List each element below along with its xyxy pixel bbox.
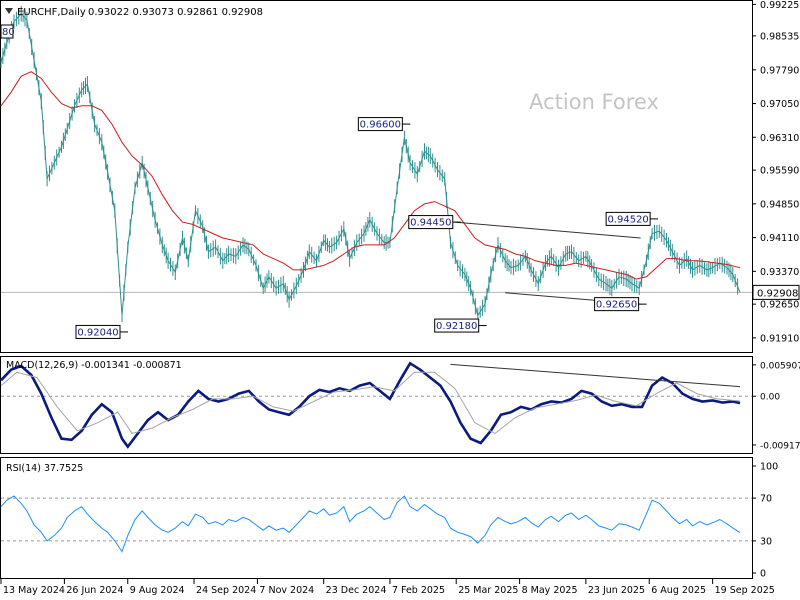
price-annotation: 0.94450: [408, 215, 461, 230]
price-y-tick-label: 0.98535: [760, 31, 799, 42]
macd-line: [0, 361, 741, 449]
x-tick-label: 7 Feb 2025: [392, 585, 445, 596]
annotation-box: [75, 324, 121, 339]
x-tick-label: 24 Sep 2024: [196, 585, 256, 596]
price-y-tick-label: 0.94110: [760, 233, 799, 244]
macd-panel: [0, 361, 752, 449]
price-panel: 0.96600 0.92040 0.94450 0.92180 0.94520 0.926…: [0, 6, 752, 339]
price-annotation: 0.96600: [357, 117, 411, 132]
price-y-tick-label: 0.97790: [760, 65, 799, 76]
price-y-tick-label: 0.99225: [760, 0, 799, 11]
x-tick-label: 9 Aug 2024: [130, 585, 185, 596]
macd-y-tick-label: 0.00: [760, 393, 780, 403]
edge-label-frame: [0, 24, 14, 39]
price-y-tick-label: 0.96310: [760, 133, 799, 144]
rsi-y-tick-label: 100: [760, 462, 778, 473]
annotation-label: 0.94450: [410, 218, 451, 229]
macd-panel-frame: [0, 356, 753, 454]
annotation-box: [408, 215, 454, 230]
price-y-tick-label: 0.91910: [760, 333, 799, 344]
price-y-tick-label: 0.92650: [760, 300, 799, 311]
edge-label: 80: [2, 27, 15, 38]
price-annotation: 0.92650: [594, 297, 647, 312]
rsi-y-tick-label: 0: [760, 569, 766, 580]
price-y-tick-label: 0.95590: [760, 166, 799, 177]
rsi-panel: [0, 495, 752, 553]
moving-average-line: [0, 71, 741, 280]
y-axis: 0.99225 0.98535 0.97790 0.97050 0.96310 0.955…: [752, 0, 800, 580]
last-price-flag-label: 0.92908: [757, 288, 798, 299]
x-tick-label: 13 May 2024: [3, 585, 65, 596]
macd-y-tick-label: -0.009175: [760, 441, 800, 451]
rsi-line: [0, 495, 741, 553]
edge-label-box: 80: [0, 24, 15, 39]
x-tick-label: 26 Jun 2024: [66, 585, 123, 596]
annotation-label: 0.92180: [436, 321, 477, 332]
macd-trendline: [450, 363, 741, 388]
collapse-arrow-icon[interactable]: [5, 8, 13, 14]
rsi-y-tick-label: 30: [760, 536, 772, 547]
price-annotation: 0.92180: [434, 318, 487, 333]
trendline: [454, 221, 641, 239]
price-y-tick-label: 0.93370: [760, 267, 799, 278]
x-tick-label: 25 Mar 2025: [458, 585, 518, 596]
x-tick-label: 8 May 2025: [522, 585, 578, 596]
x-tick-label: 23 Dec 2024: [326, 585, 387, 596]
rsi-label: RSI(14) 37.7525: [6, 463, 83, 474]
macd-signal-line: [0, 371, 741, 434]
annotation-label: 0.96600: [360, 120, 401, 131]
price-y-tick-label: 0.97050: [760, 99, 799, 110]
price-annotation: 0.92040: [75, 324, 129, 339]
price-annotation: 0.94520: [605, 211, 659, 226]
x-tick-label: 7 Nov 2024: [259, 585, 314, 596]
macd-label: MACD(12,26,9) -0.001341 -0.000871: [6, 360, 182, 371]
last-price-flag: 0.92908: [752, 284, 800, 300]
annotation-label: 0.92040: [77, 327, 118, 338]
macd-y-tick-label: 0.005907: [760, 361, 800, 371]
x-tick-label: 19 Sep 2025: [715, 585, 775, 596]
symbol-name: EURCHF,Daily: [17, 7, 86, 18]
price-panel-frame: [0, 0, 753, 353]
x-tick-label: 23 Jun 2025: [588, 585, 645, 596]
annotation-box: [594, 297, 640, 312]
rsi-y-tick-label: 70: [760, 494, 772, 505]
symbol-ohlc: 0.93022 0.93073 0.92861 0.92908: [88, 7, 263, 18]
annotation-box: [357, 117, 403, 132]
annotation-box: [434, 318, 480, 333]
watermark: Action Forex: [529, 90, 659, 114]
last-price-flag-box: [752, 284, 800, 300]
price-line: [0, 13, 741, 317]
annotation-label: 0.94520: [607, 214, 648, 225]
x-axis: 13 May 2024 26 Jun 2024 9 Aug 2024 24 Sep 2…: [0, 579, 775, 596]
rsi-panel-frame: [0, 457, 753, 579]
annotation-label: 0.92650: [596, 300, 637, 311]
annotation-box: [605, 211, 651, 226]
x-tick-label: 6 Aug 2025: [651, 585, 706, 596]
price-y-tick-label: 0.94850: [760, 199, 799, 210]
